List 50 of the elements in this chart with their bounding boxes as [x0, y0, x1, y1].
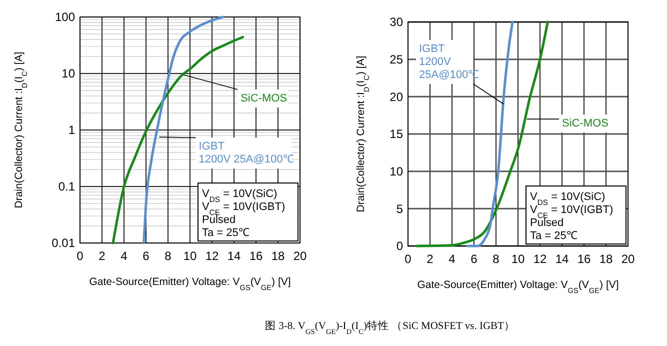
text: IGBT — [198, 140, 225, 153]
x-tick-label: 4 — [448, 252, 456, 266]
annotation: V$_{DS}$ = 10V(SiC) — [530, 191, 606, 206]
text: SiC-MOS — [562, 118, 608, 130]
x-tick-label: 16 — [249, 249, 263, 263]
text: 图 3-8. V$_{GS}$(V$_{GE}$)-I$_{D}$(I$_{C}$)特性 （SiC MOSFET vs. IGBT） — [265, 321, 515, 336]
text: SiC-MOS — [240, 92, 288, 104]
y-tick-label: 25 — [390, 52, 404, 67]
x-axis-title: Gate-Source(Emitter) Voltage: V$_{GS}$(V$_{GE}$) [V] — [89, 276, 291, 292]
annotation: Pulsed — [202, 214, 236, 226]
x-tick-label: 0 — [404, 252, 412, 266]
annotation: Pulsed — [530, 217, 564, 229]
x-tick-label: 12 — [205, 249, 219, 263]
x-tick-label: 10 — [511, 252, 525, 266]
x-tick-label: 2 — [98, 249, 106, 263]
x-tick-label: 20 — [621, 252, 635, 266]
x-tick-label: 6 — [470, 252, 478, 266]
x-tick-label: 14 — [227, 249, 241, 263]
y-tick-label: 30 — [390, 15, 404, 30]
x-tick-label: 14 — [555, 252, 569, 266]
x-tick-label: 18 — [271, 249, 285, 263]
annotation: V$_{CE}$ = 10V(IGBT) — [530, 204, 614, 220]
y-tick-label: 5 — [396, 202, 404, 216]
annotation: V$_{DS}$ = 10V(SiC) — [202, 188, 278, 204]
x-tick-label: 16 — [577, 252, 591, 266]
x-tick-label: 18 — [599, 252, 613, 266]
y-tick-label: 20 — [390, 90, 404, 104]
x-tick-label: 8 — [164, 249, 172, 263]
y-tick-label: 15 — [390, 127, 404, 142]
x-tick-label: 10 — [183, 249, 197, 263]
x-tick-label: 6 — [142, 249, 150, 263]
y-tick-label: 0 — [396, 239, 404, 254]
x-tick-label: 0 — [76, 249, 84, 263]
y-tick-label: 0.01 — [52, 236, 76, 250]
x-axis-title: Gate-Source(Emitter) Voltage: V$_{GS}$(V$_{GE}$) [V] — [417, 279, 619, 294]
x-tick-label: 2 — [426, 252, 434, 266]
x-tick-label: 8 — [492, 252, 500, 266]
y-tick-label: 100 — [54, 10, 76, 24]
y-tick-label: 10 — [62, 66, 76, 81]
y-tick-label: 0.1 — [58, 180, 76, 194]
annotation: Ta = 25℃ — [202, 227, 250, 239]
text: IGBT — [419, 42, 445, 55]
x-tick-label: 4 — [120, 249, 128, 263]
annotation: V$_{CE}$ = 10V(IGBT) — [202, 201, 286, 216]
annotation: Ta = 25℃ — [530, 230, 578, 242]
x-tick-label: 12 — [533, 252, 547, 266]
annotation: 1200V 25A@100℃ — [198, 154, 294, 166]
x-tick-label: 20 — [293, 249, 307, 263]
y-tick-label: 1 — [68, 123, 76, 138]
y-tick-label: 10 — [390, 164, 404, 179]
